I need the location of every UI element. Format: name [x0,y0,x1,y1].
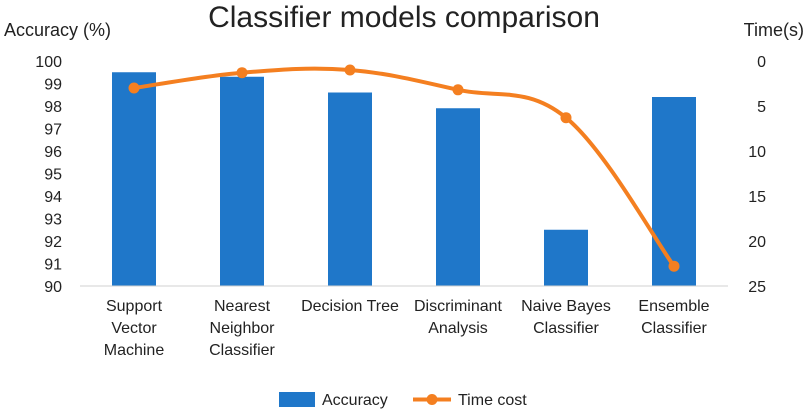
y-left-tick-label: 100 [35,54,62,71]
time-cost-point [452,84,464,96]
y-left-tick-label: 94 [44,189,62,206]
time-cost-point [236,67,248,79]
y-right-tick-label: 0 [757,54,766,71]
x-tick-label: Decision Tree [301,298,399,315]
y-left-tick-label: 96 [44,144,62,161]
y-left-tick-label: 95 [44,167,62,184]
y-right-ticks: 0 5 10 15 20 25 [748,54,766,296]
legend-swatch-accuracy [279,392,315,407]
accuracy-bars [112,72,696,286]
x-tick-label: Support Vector Machine [104,298,165,359]
time-cost-series [128,64,680,272]
y-left-ticks: 90 91 92 93 94 95 96 97 98 99 100 [35,54,62,296]
accuracy-bar [328,92,372,286]
y-left-tick-label: 91 [44,257,62,274]
y-left-axis-label: Accuracy (%) [4,20,111,40]
chart-title: Classifier models comparison [208,1,600,34]
y-right-tick-label: 15 [748,189,766,206]
y-left-tick-label: 90 [44,279,62,296]
accuracy-bar [436,108,480,286]
time-cost-point [128,82,140,94]
y-right-tick-label: 10 [748,144,766,161]
accuracy-bar [220,76,264,286]
y-right-tick-label: 20 [748,234,766,251]
time-cost-line [133,66,676,268]
y-left-tick-label: 92 [44,234,62,251]
legend-marker-time-cost [426,394,438,405]
time-cost-point [668,260,680,272]
legend-label-time-cost: Time cost [458,392,527,409]
x-tick-label: Ensemble Classifier [638,298,709,337]
x-tick-labels: Support Vector Machine Nearest Neighbor Class… [104,298,710,359]
time-cost-point [344,64,356,76]
legend: Accuracy Time cost [279,392,527,409]
x-tick-label: Discriminant Analysis [414,298,503,337]
accuracy-bar [652,97,696,286]
accuracy-bar [112,72,156,286]
x-tick-label: Nearest Neighbor Classifier [209,298,275,359]
y-right-tick-label: 25 [748,279,766,296]
y-left-tick-label: 97 [44,122,62,139]
y-left-tick-label: 98 [44,99,62,116]
accuracy-bar [544,229,588,286]
y-right-axis-label: Time(s) [744,20,804,40]
y-left-tick-label: 99 [44,77,62,94]
legend-label-accuracy: Accuracy [322,392,388,409]
time-cost-point [560,112,572,124]
y-left-tick-label: 93 [44,212,62,229]
x-tick-label: Naive Bayes Classifier [521,298,611,337]
y-right-tick-label: 5 [757,99,766,116]
